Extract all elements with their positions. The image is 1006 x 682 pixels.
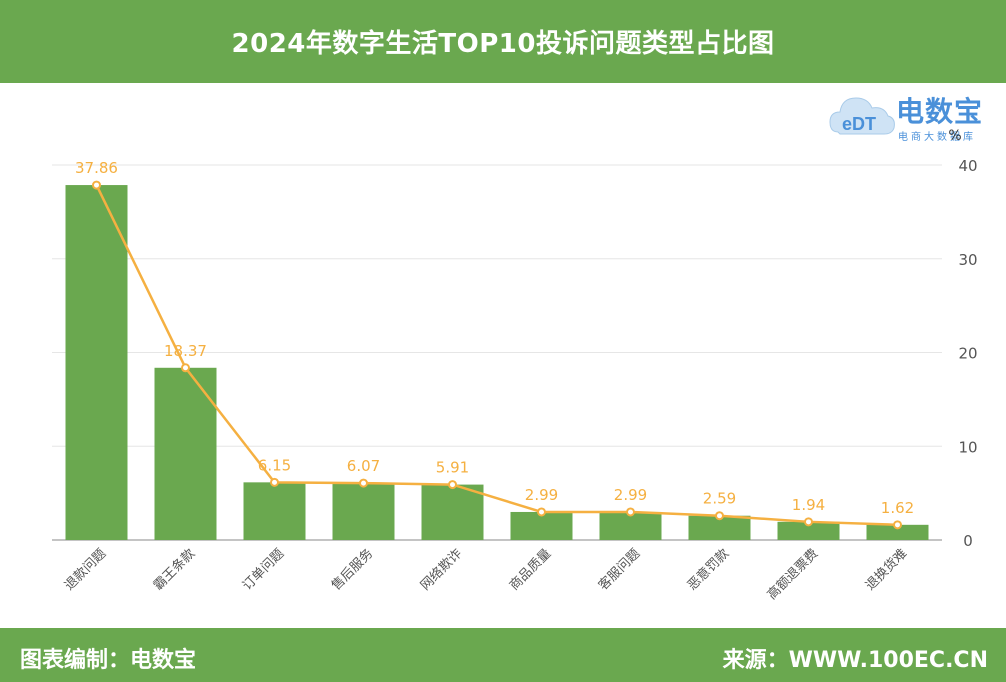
line-point [448, 480, 457, 490]
logo-title: 电数宝 [896, 95, 984, 128]
bar [243, 482, 306, 540]
bar [510, 511, 573, 540]
data-label: 1.62 [881, 499, 914, 517]
x-tick-label: 退换货难 [862, 546, 910, 594]
line-point [715, 511, 724, 521]
x-tick-label: 退款问题 [62, 546, 109, 593]
bar [777, 521, 840, 540]
x-tick-label: 售后服务 [328, 546, 376, 594]
logo-subtitle: 电商大数据库 [898, 132, 976, 143]
bar-line-chart: 37.86 18.37 6.15 6.07 5.91 2.99 2.99 2.59 1.94 1.… [52, 128, 978, 603]
y-axis-labels: 0 10 20 30 40% [948, 128, 977, 550]
x-tick-label: 订单问题 [240, 546, 287, 593]
y-tick-label: 10 [958, 438, 977, 456]
line-point [626, 507, 635, 517]
x-tick-label: 高额退票费 [764, 546, 821, 603]
y-tick-label: 30 [958, 251, 977, 269]
data-label: 6.15 [258, 456, 291, 474]
bar [65, 185, 128, 540]
bars-group [65, 185, 929, 540]
bar [421, 484, 484, 540]
trend-line [95, 184, 898, 527]
line-point [804, 517, 813, 527]
y-tick-label: 40 [958, 157, 977, 175]
chart-title-banner: 2024年数字生活TOP10投诉问题类型占比图 [0, 0, 1006, 83]
bar [866, 524, 929, 540]
chart-title: 2024年数字生活TOP10投诉问题类型占比图 [231, 29, 775, 59]
data-label: 6.07 [347, 457, 380, 475]
data-labels-group: 37.86 18.37 6.15 6.07 5.91 2.99 2.99 2.59 1.94 1.… [75, 159, 914, 517]
line-point [92, 180, 101, 190]
data-label: 5.91 [436, 459, 469, 477]
bar [599, 511, 662, 540]
x-tick-label: 客服问题 [595, 546, 643, 594]
x-tick-label: 恶意罚款 [684, 546, 732, 594]
bar [154, 367, 217, 540]
x-axis-labels: 退款问题 霸王条款 订单问题 售后服务 网络欺诈 商品质量 客服问题 恶意罚款 高额退票费 退换货… [62, 546, 910, 603]
x-tick-label: 霸王条款 [150, 546, 198, 594]
y-axis-unit: % [948, 128, 961, 144]
data-label: 2.99 [614, 486, 647, 504]
line-point [893, 520, 902, 530]
x-tick-label: 网络欺诈 [417, 546, 465, 594]
data-label: 37.86 [75, 159, 118, 177]
x-tick-label: 商品质量 [507, 546, 554, 593]
trend-line-group [92, 180, 902, 530]
data-label: 1.94 [792, 496, 825, 514]
data-label: 2.99 [525, 486, 558, 504]
cloud-logo-icon: eDT [829, 97, 895, 135]
logo-mark: eDT [842, 114, 876, 134]
data-label: 18.37 [164, 342, 207, 360]
line-point [359, 478, 368, 488]
y-tick-label: 0 [963, 532, 973, 550]
data-label: 2.59 [703, 490, 736, 508]
brand-logo: eDT 电数宝 电商大数据库 [828, 84, 998, 144]
line-point [181, 363, 190, 373]
footer-source: 来源：WWW.100EC.CN [722, 648, 988, 673]
line-point [270, 477, 279, 487]
bar [332, 483, 395, 540]
footer-credit: 图表编制：电数宝 [20, 648, 197, 673]
line-point [537, 507, 546, 517]
footer-banner: 图表编制：电数宝 来源：WWW.100EC.CN [0, 628, 1006, 682]
y-tick-label: 20 [958, 345, 977, 363]
